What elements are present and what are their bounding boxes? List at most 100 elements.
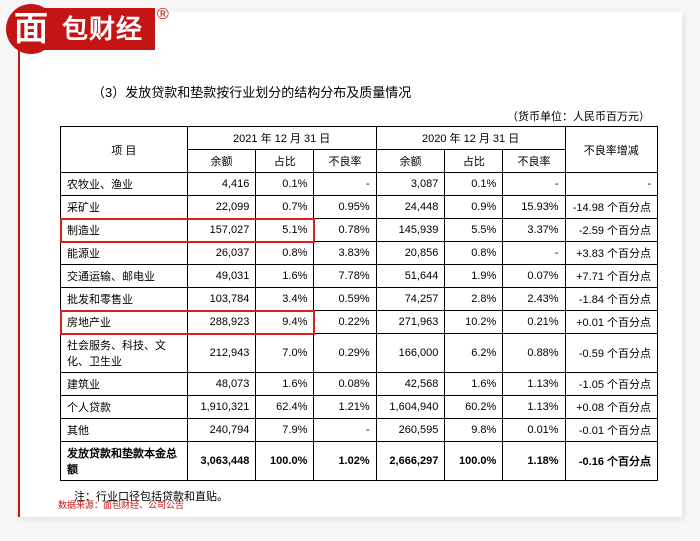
header-a-amt: 余额: [187, 150, 256, 173]
row-a-amt: 26,037: [187, 242, 256, 265]
row-a-amt: 49,031: [187, 265, 256, 288]
row-chg: +0.01 个百分点: [565, 311, 657, 334]
row-b-amt: 3,087: [376, 173, 445, 196]
row-a-amt: 212,943: [187, 334, 256, 373]
row-a-pct: 7.0%: [256, 334, 314, 373]
row-b-amt: 1,604,940: [376, 396, 445, 419]
row-a-pct: 0.8%: [256, 242, 314, 265]
row-b-pct: 10.2%: [445, 311, 503, 334]
row-chg: -: [565, 173, 657, 196]
row-a-pct: 0.1%: [256, 173, 314, 196]
row-chg: -2.59 个百分点: [565, 219, 657, 242]
row-a-npl: 0.59%: [314, 288, 376, 311]
header-period-a: 2021 年 12 月 31 日: [187, 127, 376, 150]
row-b-amt: 145,939: [376, 219, 445, 242]
row-a-pct: 5.1%: [256, 219, 314, 242]
total-cell: 1.02%: [314, 442, 376, 481]
row-a-amt: 103,784: [187, 288, 256, 311]
row-chg: +3.83 个百分点: [565, 242, 657, 265]
row-b-npl: 1.13%: [503, 396, 565, 419]
table-row: 建筑业48,0731.6%0.08%42,5681.6%1.13%-1.05 个…: [61, 373, 658, 396]
row-b-pct: 2.8%: [445, 288, 503, 311]
section-title: （3）发放贷款和垫款按行业划分的结构分布及质量情况: [92, 82, 411, 101]
row-b-pct: 9.8%: [445, 419, 503, 442]
row-a-amt: 22,099: [187, 196, 256, 219]
row-b-amt: 42,568: [376, 373, 445, 396]
row-a-npl: 0.78%: [314, 219, 376, 242]
row-name: 建筑业: [61, 373, 188, 396]
header-item: 项 目: [61, 127, 188, 173]
row-name: 交通运输、邮电业: [61, 265, 188, 288]
row-b-npl: 1.13%: [503, 373, 565, 396]
table-row: 社会服务、科技、文化、卫生业212,9437.0%0.29%166,0006.2…: [61, 334, 658, 373]
row-b-pct: 5.5%: [445, 219, 503, 242]
header-b-amt: 余额: [376, 150, 445, 173]
row-b-pct: 60.2%: [445, 396, 503, 419]
total-cell: -0.16 个百分点: [565, 442, 657, 481]
table-row: 其他240,7947.9%-260,5959.8%0.01%-0.01 个百分点: [61, 419, 658, 442]
row-b-amt: 74,257: [376, 288, 445, 311]
row-chg: -0.01 个百分点: [565, 419, 657, 442]
row-name: 房地产业: [61, 311, 188, 334]
row-a-npl: 1.21%: [314, 396, 376, 419]
row-b-pct: 1.9%: [445, 265, 503, 288]
row-a-amt: 157,027: [187, 219, 256, 242]
row-b-pct: 0.8%: [445, 242, 503, 265]
header-change: 不良率增减: [565, 127, 657, 173]
row-a-pct: 1.6%: [256, 373, 314, 396]
row-b-npl: 15.93%: [503, 196, 565, 219]
row-b-npl: 0.21%: [503, 311, 565, 334]
total-cell: 3,063,448: [187, 442, 256, 481]
row-b-pct: 0.1%: [445, 173, 503, 196]
table-total-row: 发放贷款和垫款本金总额3,063,448100.0%1.02%2,666,297…: [61, 442, 658, 481]
brand-logo: 面 包财经 ®: [6, 4, 167, 54]
row-b-npl: -: [503, 242, 565, 265]
row-a-pct: 7.9%: [256, 419, 314, 442]
row-chg: -1.84 个百分点: [565, 288, 657, 311]
row-name: 采矿业: [61, 196, 188, 219]
row-a-npl: 3.83%: [314, 242, 376, 265]
total-cell: 发放贷款和垫款本金总额: [61, 442, 188, 481]
row-a-pct: 0.7%: [256, 196, 314, 219]
row-a-pct: 3.4%: [256, 288, 314, 311]
row-a-amt: 48,073: [187, 373, 256, 396]
row-name: 个人贷款: [61, 396, 188, 419]
row-a-npl: 0.95%: [314, 196, 376, 219]
row-b-amt: 271,963: [376, 311, 445, 334]
table-row: 采矿业22,0990.7%0.95%24,4480.9%15.93%-14.98…: [61, 196, 658, 219]
row-a-pct: 62.4%: [256, 396, 314, 419]
row-a-npl: 7.78%: [314, 265, 376, 288]
loan-industry-table-wrap: 项 目 2021 年 12 月 31 日 2020 年 12 月 31 日 不良…: [60, 126, 658, 481]
table-row: 房地产业288,9239.4%0.22%271,96310.2%0.21%+0.…: [61, 311, 658, 334]
header-a-npl: 不良率: [314, 150, 376, 173]
row-a-pct: 9.4%: [256, 311, 314, 334]
row-b-amt: 260,595: [376, 419, 445, 442]
logo-mark: 面: [6, 4, 56, 54]
row-b-npl: 2.43%: [503, 288, 565, 311]
row-chg: -1.05 个百分点: [565, 373, 657, 396]
row-a-npl: 0.08%: [314, 373, 376, 396]
row-b-pct: 0.9%: [445, 196, 503, 219]
total-cell: 100.0%: [256, 442, 314, 481]
header-b-pct: 占比: [445, 150, 503, 173]
logo-text: 包财经: [40, 8, 155, 50]
row-b-npl: -: [503, 173, 565, 196]
row-a-npl: 0.22%: [314, 311, 376, 334]
row-b-pct: 6.2%: [445, 334, 503, 373]
total-cell: 100.0%: [445, 442, 503, 481]
row-a-npl: -: [314, 419, 376, 442]
row-name: 其他: [61, 419, 188, 442]
row-b-amt: 20,856: [376, 242, 445, 265]
row-a-npl: -: [314, 173, 376, 196]
header-b-npl: 不良率: [503, 150, 565, 173]
row-b-npl: 3.37%: [503, 219, 565, 242]
table-row: 制造业157,0275.1%0.78%145,9395.5%3.37%-2.59…: [61, 219, 658, 242]
row-chg: -0.59 个百分点: [565, 334, 657, 373]
currency-unit-label: （货币单位：人民币百万元）: [507, 108, 650, 124]
registered-icon: ®: [157, 6, 169, 24]
document-canvas: 面 包财经 ® （3）发放贷款和垫款按行业划分的结构分布及质量情况 （货币单位：…: [18, 12, 682, 517]
table-row: 农牧业、渔业4,4160.1%-3,0870.1%--: [61, 173, 658, 196]
row-a-amt: 288,923: [187, 311, 256, 334]
row-b-amt: 166,000: [376, 334, 445, 373]
table-row: 能源业26,0370.8%3.83%20,8560.8%-+3.83 个百分点: [61, 242, 658, 265]
